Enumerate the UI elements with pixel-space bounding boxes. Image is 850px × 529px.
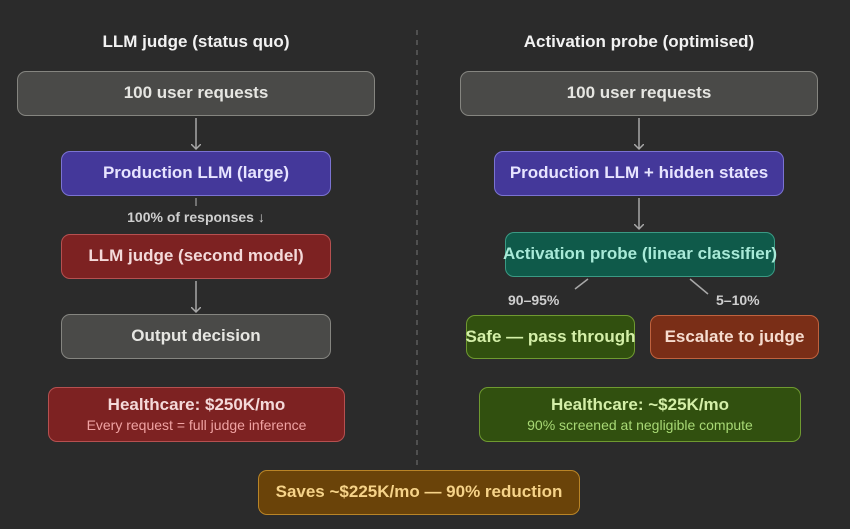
- right-cost-subtitle: 90% screened at negligible compute: [527, 417, 753, 434]
- left-cost-box: Healthcare: $250K/mo Every request = ful…: [48, 387, 345, 442]
- escalate-to-judge-box: Escalate to judge: [650, 315, 819, 359]
- savings-label: Saves ~$225K/mo — 90% reduction: [275, 482, 563, 502]
- safe-pass-through-box: Safe — pass through: [465, 315, 636, 359]
- right-column-title: Activation probe (optimised): [523, 32, 755, 51]
- output-decision-box: Output decision: [61, 314, 331, 359]
- line-probe-to-safe: [574, 278, 589, 290]
- left-column-title: LLM judge (status quo): [102, 32, 290, 51]
- safe-pass-through-label: Safe — pass through: [465, 326, 636, 346]
- left-requests-box: 100 user requests: [17, 71, 375, 116]
- right-requests-label: 100 user requests: [566, 83, 712, 103]
- left-cost-subtitle: Every request = full judge inference: [86, 417, 307, 434]
- savings-box: Saves ~$225K/mo — 90% reduction: [258, 470, 580, 515]
- safe-percent-label: 90–95%: [508, 292, 560, 308]
- left-production-label: Production LLM (large): [102, 163, 290, 183]
- right-production-llm-box: Production LLM + hidden states: [494, 151, 784, 196]
- left-requests-label: 100 user requests: [123, 83, 269, 103]
- left-cost-title: Healthcare: $250K/mo: [107, 394, 286, 414]
- line-probe-to-escalate: [689, 278, 709, 295]
- llm-judge-label: LLM judge (second model): [88, 246, 304, 266]
- escalate-percent-label: 5–10%: [716, 292, 760, 308]
- left-production-llm-box: Production LLM (large): [61, 151, 331, 196]
- right-cost-title: Healthcare: ~$25K/mo: [550, 394, 730, 414]
- responses-percent-label: 100% of responses ↓: [127, 209, 265, 225]
- llm-judge-box: LLM judge (second model): [61, 234, 331, 279]
- activation-probe-box: Activation probe (linear classifier): [503, 232, 777, 277]
- right-requests-box: 100 user requests: [460, 71, 818, 116]
- escalate-to-judge-label: Escalate to judge: [664, 326, 805, 346]
- output-decision-label: Output decision: [131, 326, 261, 346]
- activation-probe-label: Activation probe (linear classifier): [503, 244, 777, 264]
- right-cost-box: Healthcare: ~$25K/mo 90% screened at neg…: [479, 387, 801, 442]
- right-production-label: Production LLM + hidden states: [509, 163, 769, 183]
